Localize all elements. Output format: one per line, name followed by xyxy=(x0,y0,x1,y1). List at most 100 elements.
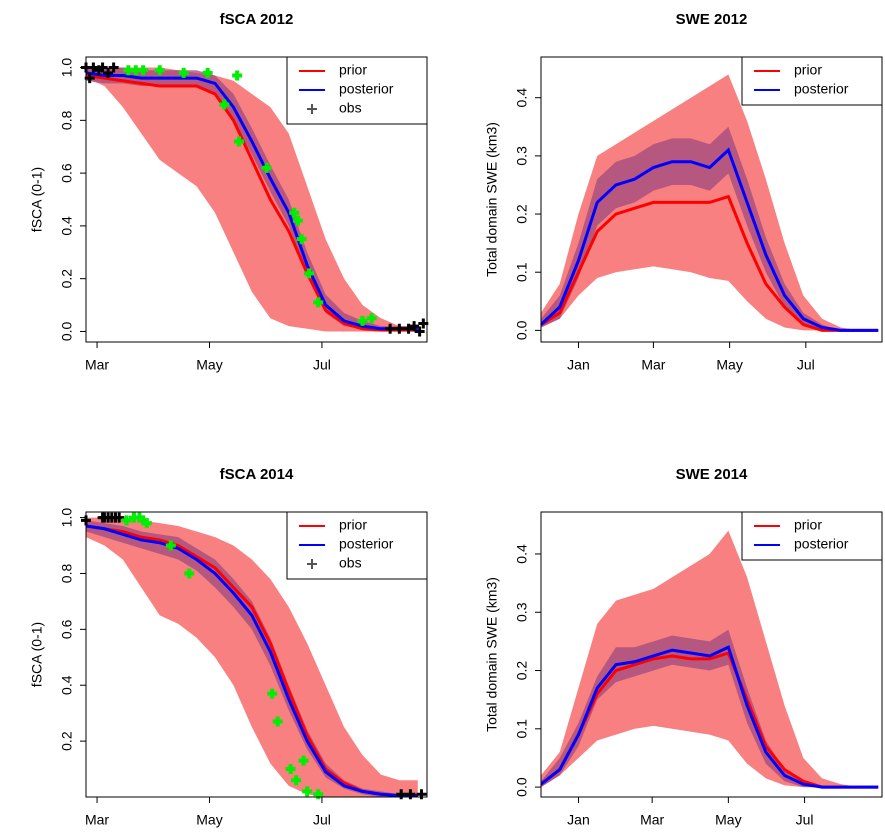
obs-marker xyxy=(97,62,108,73)
obs-marker xyxy=(285,764,296,775)
obs-marker xyxy=(154,65,165,76)
y-tick-label: 0.2 xyxy=(514,204,530,224)
x-tick-label: Mar xyxy=(641,357,665,373)
obs-marker xyxy=(302,786,313,797)
series-line xyxy=(86,71,418,331)
y-tick-label: 0.6 xyxy=(59,619,75,639)
y-tick-label: 0.8 xyxy=(59,110,75,130)
obs-marker xyxy=(416,789,427,800)
obs-marker xyxy=(88,62,99,73)
plot-frame xyxy=(85,511,428,798)
chart-title: fSCA 2014 xyxy=(220,466,294,483)
x-tick-label: May xyxy=(716,357,742,373)
x-tick-label: Mar xyxy=(640,812,664,828)
y-tick-label: 0.1 xyxy=(514,719,530,739)
panel: fSCA 2012 fSCA (0-1) 0.0 0.2 0.4 0.6 0.8 1.0 Mar… xyxy=(29,11,429,373)
chart-title: fSCA 2012 xyxy=(220,11,294,28)
x-tick-label: Jul xyxy=(313,357,331,373)
series-line xyxy=(86,524,418,797)
x-tick-label: Jan xyxy=(567,812,590,828)
chart-title: SWE 2012 xyxy=(676,11,748,28)
y-tick-label: 0.6 xyxy=(59,163,75,183)
x-tick-label: Mar xyxy=(85,812,109,828)
obs-marker xyxy=(272,716,283,727)
obs-marker xyxy=(394,323,405,334)
obs-marker xyxy=(103,67,114,78)
legend-label: prior xyxy=(794,62,822,78)
y-tick-label: 0.2 xyxy=(514,661,530,681)
legend-label: obs xyxy=(339,555,362,571)
y-tick-label: 0.0 xyxy=(514,777,530,797)
obs-marker xyxy=(357,315,368,326)
obs-marker xyxy=(403,323,414,334)
series-line xyxy=(541,147,879,332)
y-tick-label: 0.0 xyxy=(514,320,530,340)
y-tick-label: 0.0 xyxy=(59,322,75,342)
y-tick-label: 0.4 xyxy=(59,216,75,236)
ensemble-band xyxy=(86,517,418,797)
obs-marker xyxy=(165,540,176,551)
series-line xyxy=(86,73,418,332)
y-axis-label: Total domain SWE (km3) xyxy=(484,122,500,277)
x-tick-label: Jul xyxy=(796,812,814,828)
legend-swatch xyxy=(307,104,317,114)
obs-marker xyxy=(313,297,324,308)
obs-marker xyxy=(121,515,132,526)
plot-frame xyxy=(85,56,428,343)
panel: fSCA 2014 fSCA (0-1) 0.2 0.4 0.6 0.8 1.0 Mar May… xyxy=(29,466,428,828)
series-line xyxy=(541,194,879,332)
y-tick-label: 1.0 xyxy=(59,508,75,528)
obs-marker xyxy=(298,755,309,766)
plot-area xyxy=(541,530,879,789)
y-tick-label: 0.1 xyxy=(514,262,530,282)
obs-marker xyxy=(292,215,303,226)
obs-marker xyxy=(202,67,213,78)
legend-box xyxy=(741,511,883,561)
x-tick-label: Jul xyxy=(313,812,331,828)
y-axis-label: Total domain SWE (km3) xyxy=(484,577,500,732)
y-axis-label: fSCA (0-1) xyxy=(29,167,45,232)
legend-label: obs xyxy=(339,100,362,116)
obs-marker xyxy=(232,70,243,81)
obs-marker xyxy=(414,326,425,337)
y-tick-label: 0.3 xyxy=(514,602,530,622)
plot-area xyxy=(86,67,418,332)
y-tick-label: 0.4 xyxy=(514,544,530,564)
legend-label: prior xyxy=(339,517,367,533)
x-tick-label: May xyxy=(715,812,741,828)
obs-marker xyxy=(304,268,315,279)
y-tick-label: 0.3 xyxy=(514,146,530,166)
obs-marker xyxy=(184,568,195,579)
obs-marker xyxy=(141,518,152,529)
obs-marker xyxy=(405,789,416,800)
x-tick-label: May xyxy=(196,357,222,373)
plot-frame xyxy=(540,56,883,343)
legend-box xyxy=(741,56,883,106)
panel: SWE 2014 Total domain SWE (km3) 0.0 0.1 0.2 0… xyxy=(484,466,883,828)
plot-frame xyxy=(540,511,883,798)
obs-marker xyxy=(313,789,324,800)
legend-label: posterior xyxy=(794,536,849,552)
obs-marker xyxy=(108,62,119,73)
y-tick-label: 0.2 xyxy=(59,731,75,751)
x-tick-label: May xyxy=(196,812,222,828)
obs-marker xyxy=(219,99,230,110)
x-tick-label: Mar xyxy=(85,357,109,373)
y-tick-label: 0.4 xyxy=(514,88,530,108)
obs-marker xyxy=(261,162,272,173)
legend-label: prior xyxy=(339,62,367,78)
legend-label: posterior xyxy=(794,81,849,97)
y-tick-label: 1.0 xyxy=(59,58,75,78)
x-tick-label: Jul xyxy=(797,357,815,373)
panel: SWE 2012 Total domain SWE (km3) 0.0 0.1 0.2 0… xyxy=(484,11,883,373)
obs-marker xyxy=(233,136,244,147)
legend-label: posterior xyxy=(339,81,394,97)
y-tick-label: 0.4 xyxy=(59,675,75,695)
plot-area xyxy=(86,517,418,797)
obs-marker xyxy=(291,775,302,786)
chart-title: SWE 2014 xyxy=(676,466,748,483)
ensemble-band xyxy=(86,67,418,332)
obs-marker xyxy=(114,512,125,523)
legend-label: posterior xyxy=(339,536,394,552)
